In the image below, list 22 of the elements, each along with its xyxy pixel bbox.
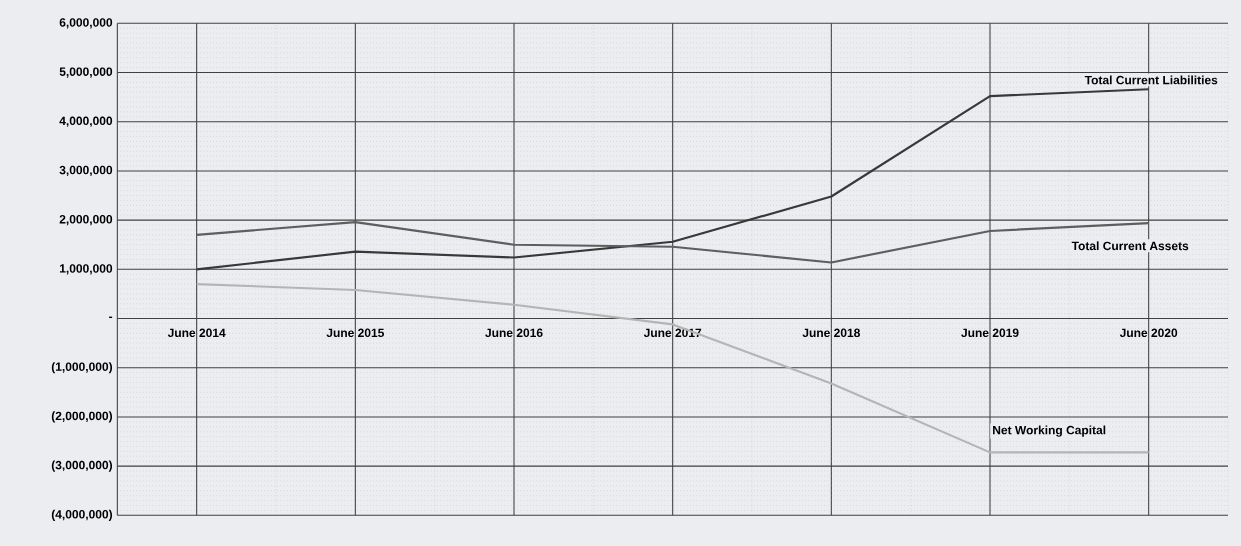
- y-tick-label: 6,000,000: [59, 18, 113, 29]
- y-tick-label: 5,000,000: [59, 67, 113, 78]
- x-tick-label: June 2020: [1119, 328, 1178, 338]
- x-tick-label: June 2019: [961, 328, 1019, 338]
- line-series: [195, 283, 1150, 454]
- x-tick-label: June 2015: [326, 328, 384, 338]
- series-label: Total Current Liabilities: [1084, 75, 1218, 85]
- y-tick-label: 4,000,000: [59, 116, 113, 127]
- x-tick-label: June 2014: [167, 328, 226, 338]
- series-label: Total Current Assets: [1071, 241, 1189, 251]
- line-series: [195, 221, 1150, 264]
- series-label: Net Working Capital: [993, 425, 1106, 437]
- y-tick-label: (4,000,000): [51, 509, 113, 521]
- x-tick-label: June 2018: [802, 328, 860, 338]
- y-tick-label: (1,000,000): [51, 362, 113, 374]
- y-tick-label: 2,000,000: [59, 215, 113, 226]
- x-tick-label: June 2016: [485, 328, 543, 338]
- y-tick-label: -: [109, 316, 113, 319]
- y-tick-label: 1,000,000: [59, 264, 113, 275]
- y-tick-label: (2,000,000): [51, 411, 113, 423]
- y-tick-label: 3,000,000: [59, 165, 113, 177]
- y-tick-label: (3,000,000): [51, 460, 113, 472]
